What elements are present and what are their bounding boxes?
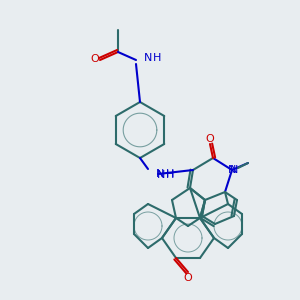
Text: N: N	[156, 169, 164, 179]
Text: H: H	[166, 169, 174, 179]
Text: O: O	[184, 273, 192, 283]
Text: N: N	[157, 170, 165, 180]
Text: H: H	[166, 170, 174, 180]
Text: N: N	[228, 165, 236, 175]
Text: O: O	[206, 134, 214, 144]
Text: O: O	[91, 54, 99, 64]
Text: N: N	[144, 53, 152, 63]
Text: H: H	[153, 53, 161, 63]
Text: N: N	[230, 165, 238, 175]
